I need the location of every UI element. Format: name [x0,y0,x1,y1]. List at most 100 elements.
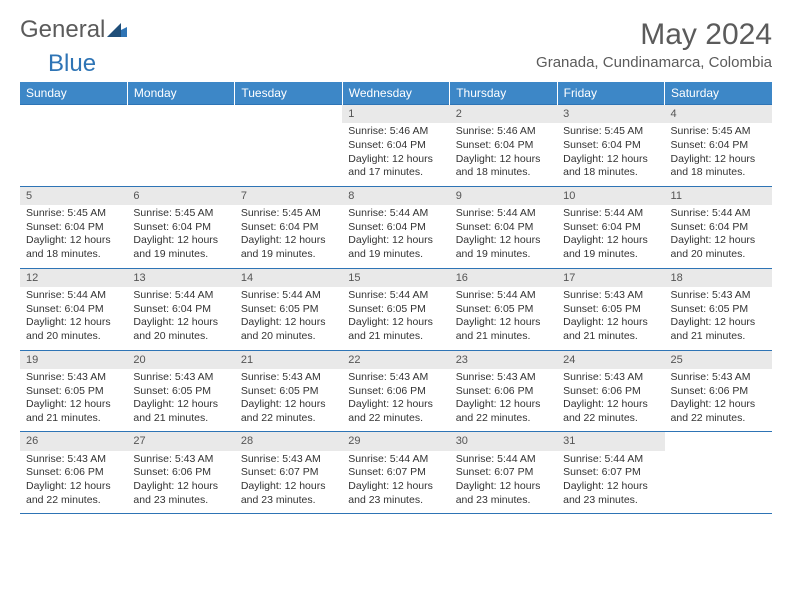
day-cell [235,105,342,187]
day-header: Monday [127,82,234,105]
day-cell: 23Sunrise: 5:43 AMSunset: 6:06 PMDayligh… [450,350,557,432]
day-number: 8 [342,187,449,205]
day-cell: 4Sunrise: 5:45 AMSunset: 6:04 PMDaylight… [665,105,772,187]
sunset-text: Sunset: 6:04 PM [241,221,336,235]
daylight-text: Daylight: 12 hours and 19 minutes. [456,234,551,261]
daylight-text: Daylight: 12 hours and 22 minutes. [241,398,336,425]
day-cell: 13Sunrise: 5:44 AMSunset: 6:04 PMDayligh… [127,268,234,350]
day-details: Sunrise: 5:44 AMSunset: 6:04 PMDaylight:… [127,287,234,350]
day-cell [20,105,127,187]
sunset-text: Sunset: 6:04 PM [671,221,766,235]
sunrise-text: Sunrise: 5:44 AM [348,289,443,303]
day-number: 1 [342,105,449,123]
calendar-table: SundayMondayTuesdayWednesdayThursdayFrid… [20,82,772,514]
daylight-text: Daylight: 12 hours and 20 minutes. [671,234,766,261]
calendar-page: General Blue May 2024 Granada, Cundinama… [0,0,792,532]
day-details: Sunrise: 5:44 AMSunset: 6:04 PMDaylight:… [557,205,664,268]
day-cell [665,432,772,514]
day-details: Sunrise: 5:46 AMSunset: 6:04 PMDaylight:… [450,123,557,186]
title-block: May 2024 Granada, Cundinamarca, Colombia [536,18,772,71]
sunrise-text: Sunrise: 5:44 AM [348,207,443,221]
sunset-text: Sunset: 6:04 PM [133,221,228,235]
sunset-text: Sunset: 6:07 PM [563,466,658,480]
daylight-text: Daylight: 12 hours and 19 minutes. [241,234,336,261]
day-number: 6 [127,187,234,205]
day-number: 17 [557,269,664,287]
location-text: Granada, Cundinamarca, Colombia [536,54,772,71]
daylight-text: Daylight: 12 hours and 23 minutes. [563,480,658,507]
day-number: 13 [127,269,234,287]
sunset-text: Sunset: 6:05 PM [671,303,766,317]
day-cell: 19Sunrise: 5:43 AMSunset: 6:05 PMDayligh… [20,350,127,432]
day-cell: 20Sunrise: 5:43 AMSunset: 6:05 PMDayligh… [127,350,234,432]
sunset-text: Sunset: 6:07 PM [241,466,336,480]
daylight-text: Daylight: 12 hours and 23 minutes. [456,480,551,507]
day-cell: 24Sunrise: 5:43 AMSunset: 6:06 PMDayligh… [557,350,664,432]
day-cell: 16Sunrise: 5:44 AMSunset: 6:05 PMDayligh… [450,268,557,350]
day-number: 7 [235,187,342,205]
day-header: Sunday [20,82,127,105]
day-cell: 18Sunrise: 5:43 AMSunset: 6:05 PMDayligh… [665,268,772,350]
sunset-text: Sunset: 6:04 PM [671,139,766,153]
sunset-text: Sunset: 6:04 PM [26,303,121,317]
day-number: 29 [342,432,449,450]
sunrise-text: Sunrise: 5:43 AM [133,453,228,467]
daylight-text: Daylight: 12 hours and 19 minutes. [348,234,443,261]
day-details: Sunrise: 5:44 AMSunset: 6:07 PMDaylight:… [557,451,664,514]
day-details: Sunrise: 5:44 AMSunset: 6:05 PMDaylight:… [450,287,557,350]
sunrise-text: Sunrise: 5:46 AM [456,125,551,139]
day-cell: 28Sunrise: 5:43 AMSunset: 6:07 PMDayligh… [235,432,342,514]
day-details: Sunrise: 5:45 AMSunset: 6:04 PMDaylight:… [665,123,772,186]
sunset-text: Sunset: 6:04 PM [348,221,443,235]
sunrise-text: Sunrise: 5:44 AM [241,289,336,303]
day-header: Thursday [450,82,557,105]
sunrise-text: Sunrise: 5:45 AM [671,125,766,139]
sunset-text: Sunset: 6:05 PM [456,303,551,317]
sunset-text: Sunset: 6:04 PM [456,221,551,235]
day-details: Sunrise: 5:43 AMSunset: 6:06 PMDaylight:… [20,451,127,514]
day-number: 21 [235,351,342,369]
day-header: Saturday [665,82,772,105]
day-number: 26 [20,432,127,450]
week-row: 26Sunrise: 5:43 AMSunset: 6:06 PMDayligh… [20,432,772,514]
day-details: Sunrise: 5:43 AMSunset: 6:06 PMDaylight:… [127,451,234,514]
day-details: Sunrise: 5:43 AMSunset: 6:05 PMDaylight:… [20,369,127,432]
daylight-text: Daylight: 12 hours and 22 minutes. [348,398,443,425]
sunset-text: Sunset: 6:04 PM [133,303,228,317]
sunset-text: Sunset: 6:05 PM [241,385,336,399]
day-details: Sunrise: 5:44 AMSunset: 6:07 PMDaylight:… [342,451,449,514]
sunrise-text: Sunrise: 5:43 AM [241,371,336,385]
sunrise-text: Sunrise: 5:45 AM [241,207,336,221]
week-row: 5Sunrise: 5:45 AMSunset: 6:04 PMDaylight… [20,186,772,268]
sunrise-text: Sunrise: 5:43 AM [133,371,228,385]
day-details: Sunrise: 5:43 AMSunset: 6:06 PMDaylight:… [665,369,772,432]
sunset-text: Sunset: 6:04 PM [563,139,658,153]
day-cell: 9Sunrise: 5:44 AMSunset: 6:04 PMDaylight… [450,186,557,268]
brand-text-blue: Blue [48,50,96,77]
day-cell: 7 Sunrise: 5:45 AMSunset: 6:04 PMDaylight… [235,186,342,268]
day-details: Sunrise: 5:45 AMSunset: 6:04 PMDaylight:… [127,205,234,268]
week-row: 12Sunrise: 5:44 AMSunset: 6:04 PMDayligh… [20,268,772,350]
day-cell: 30Sunrise: 5:44 AMSunset: 6:07 PMDayligh… [450,432,557,514]
day-cell: 2Sunrise: 5:46 AMSunset: 6:04 PMDaylight… [450,105,557,187]
day-cell: 25Sunrise: 5:43 AMSunset: 6:06 PMDayligh… [665,350,772,432]
day-cell: 12Sunrise: 5:44 AMSunset: 6:04 PMDayligh… [20,268,127,350]
sunset-text: Sunset: 6:06 PM [671,385,766,399]
day-number: 9 [450,187,557,205]
daylight-text: Daylight: 12 hours and 21 minutes. [348,316,443,343]
week-row: 19Sunrise: 5:43 AMSunset: 6:05 PMDayligh… [20,350,772,432]
day-details: Sunrise: 5:43 AMSunset: 6:06 PMDaylight:… [342,369,449,432]
sunset-text: Sunset: 6:04 PM [563,221,658,235]
day-cell: 1Sunrise: 5:46 AMSunset: 6:04 PMDaylight… [342,105,449,187]
sunrise-text: Sunrise: 5:43 AM [26,453,121,467]
day-header: Wednesday [342,82,449,105]
sunrise-text: Sunrise: 5:45 AM [26,207,121,221]
day-number: 23 [450,351,557,369]
day-cell: 3Sunrise: 5:45 AMSunset: 6:04 PMDaylight… [557,105,664,187]
sunset-text: Sunset: 6:05 PM [348,303,443,317]
sunset-text: Sunset: 6:05 PM [26,385,121,399]
day-cell: 11Sunrise: 5:44 AMSunset: 6:04 PMDayligh… [665,186,772,268]
day-number: 18 [665,269,772,287]
day-details: Sunrise: 5:43 AMSunset: 6:05 PMDaylight:… [665,287,772,350]
day-cell [127,105,234,187]
